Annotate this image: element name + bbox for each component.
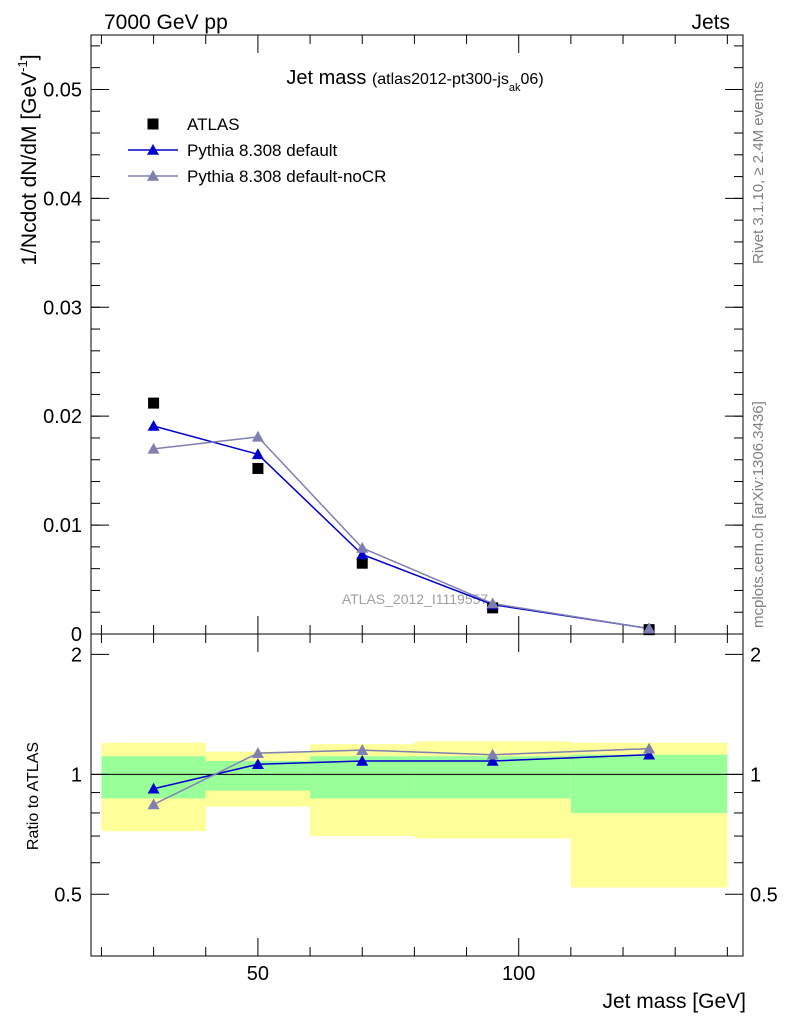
legend-label-2: Pythia 8.308 default-noCR [187, 167, 386, 186]
ratio-point-series-1 [147, 798, 160, 810]
data-point-series-2 [643, 622, 656, 634]
ratio-y-tick-label-right: 0.5 [750, 884, 778, 906]
ratio-point-series-0 [643, 748, 656, 760]
main-y-tick-label: 0.03 [43, 297, 82, 319]
ratio-y-tick-label-left: 0.5 [54, 884, 82, 906]
legend-marker-atlas [147, 118, 159, 130]
ratio-point-series-0 [486, 755, 499, 766]
legend-label-1: Pythia 8.308 default [187, 141, 338, 160]
ratio-uncertainty-bands [91, 741, 743, 888]
ratio-axis-ticks: 0.5 0.5 1 1 2 2 50 100 [54, 634, 778, 985]
ratio-series-group [147, 742, 656, 810]
chart-title-sub-script: ak [509, 82, 521, 94]
data-point-atlas [356, 557, 368, 569]
main-y-axis-label-text: 1/Ncdot dN/dM [GeV [18, 72, 41, 266]
main-y-axis-label-close: ] [18, 54, 41, 60]
main-y-tick-label: 0.02 [43, 406, 82, 428]
x-axis-label: Jet mass [GeV] [602, 990, 746, 1013]
header-left: 7000 GeV pp [104, 11, 228, 34]
main-axis-ticks: 0 0.01 0.02 0.03 0.04 0.05 [43, 35, 743, 646]
ratio-point-series-1 [356, 744, 369, 755]
chart-title: Jet mass (atlas2012-pt300-jsak06) [286, 67, 543, 94]
data-point-series-2 [251, 430, 264, 442]
legend: ATLAS Pythia 8.308 default Pythia 8.308 de… [128, 115, 386, 186]
ratio-point-series-0 [356, 755, 369, 766]
ratio-point-series-0 [251, 758, 264, 770]
main-y-tick-label: 0.04 [43, 188, 82, 210]
rivet-label: Rivet 3.1.10, ≥ 2.4M events [750, 82, 767, 265]
ratio-y-tick-label-right: 1 [750, 764, 761, 786]
ratio-y-axis-label: Ratio to ATLAS [25, 742, 42, 850]
ratio-y-tick-label-right: 2 [750, 644, 761, 666]
main-y-axis-label: 1/Ncdot dN/dM [GeV-1] [15, 54, 41, 265]
data-point-series-2 [486, 597, 499, 609]
ratio-point-series-0 [147, 782, 160, 794]
data-point-atlas [252, 462, 264, 474]
main-y-tick-label: 0 [71, 624, 82, 646]
x-tick-label: 100 [502, 963, 535, 985]
ratio-point-series-1 [643, 742, 656, 754]
data-point-series-1 [147, 419, 160, 431]
chart-title-sub-end: 06) [521, 71, 544, 88]
ratio-point-series-1 [486, 748, 499, 760]
main-y-axis-label-sup: -1 [15, 60, 30, 72]
main-series-group [147, 397, 656, 636]
analysis-watermark: ATLAS_2012_I1119557 [342, 591, 489, 607]
ratio-point-series-1 [251, 747, 264, 758]
legend-label-0: ATLAS [187, 115, 240, 134]
main-y-tick-label: 0.01 [43, 515, 82, 537]
mcplots-label: mcplots.cern.ch [arXiv:1306.3436] [750, 401, 767, 628]
ratio-band-inner-4 [570, 754, 728, 813]
header-right: Jets [691, 11, 730, 34]
chart-title-main: Jet mass [286, 67, 366, 89]
ratio-y-tick-label-left: 2 [71, 644, 82, 666]
data-point-series-2 [356, 541, 369, 553]
x-tick-label: 50 [247, 963, 269, 985]
chart-title-sub: (atlas2012-pt300-js [372, 71, 509, 88]
legend-marker-1 [147, 144, 159, 155]
ratio-y-tick-label-left: 1 [71, 764, 82, 786]
legend-marker-2 [147, 170, 159, 181]
ratio-panel-frame [90, 633, 744, 957]
data-point-series-1 [356, 548, 369, 560]
data-point-atlas [148, 397, 160, 409]
main-y-tick-label: 0.05 [43, 79, 82, 101]
data-point-series-1 [251, 448, 264, 460]
data-point-series-2 [147, 442, 160, 454]
